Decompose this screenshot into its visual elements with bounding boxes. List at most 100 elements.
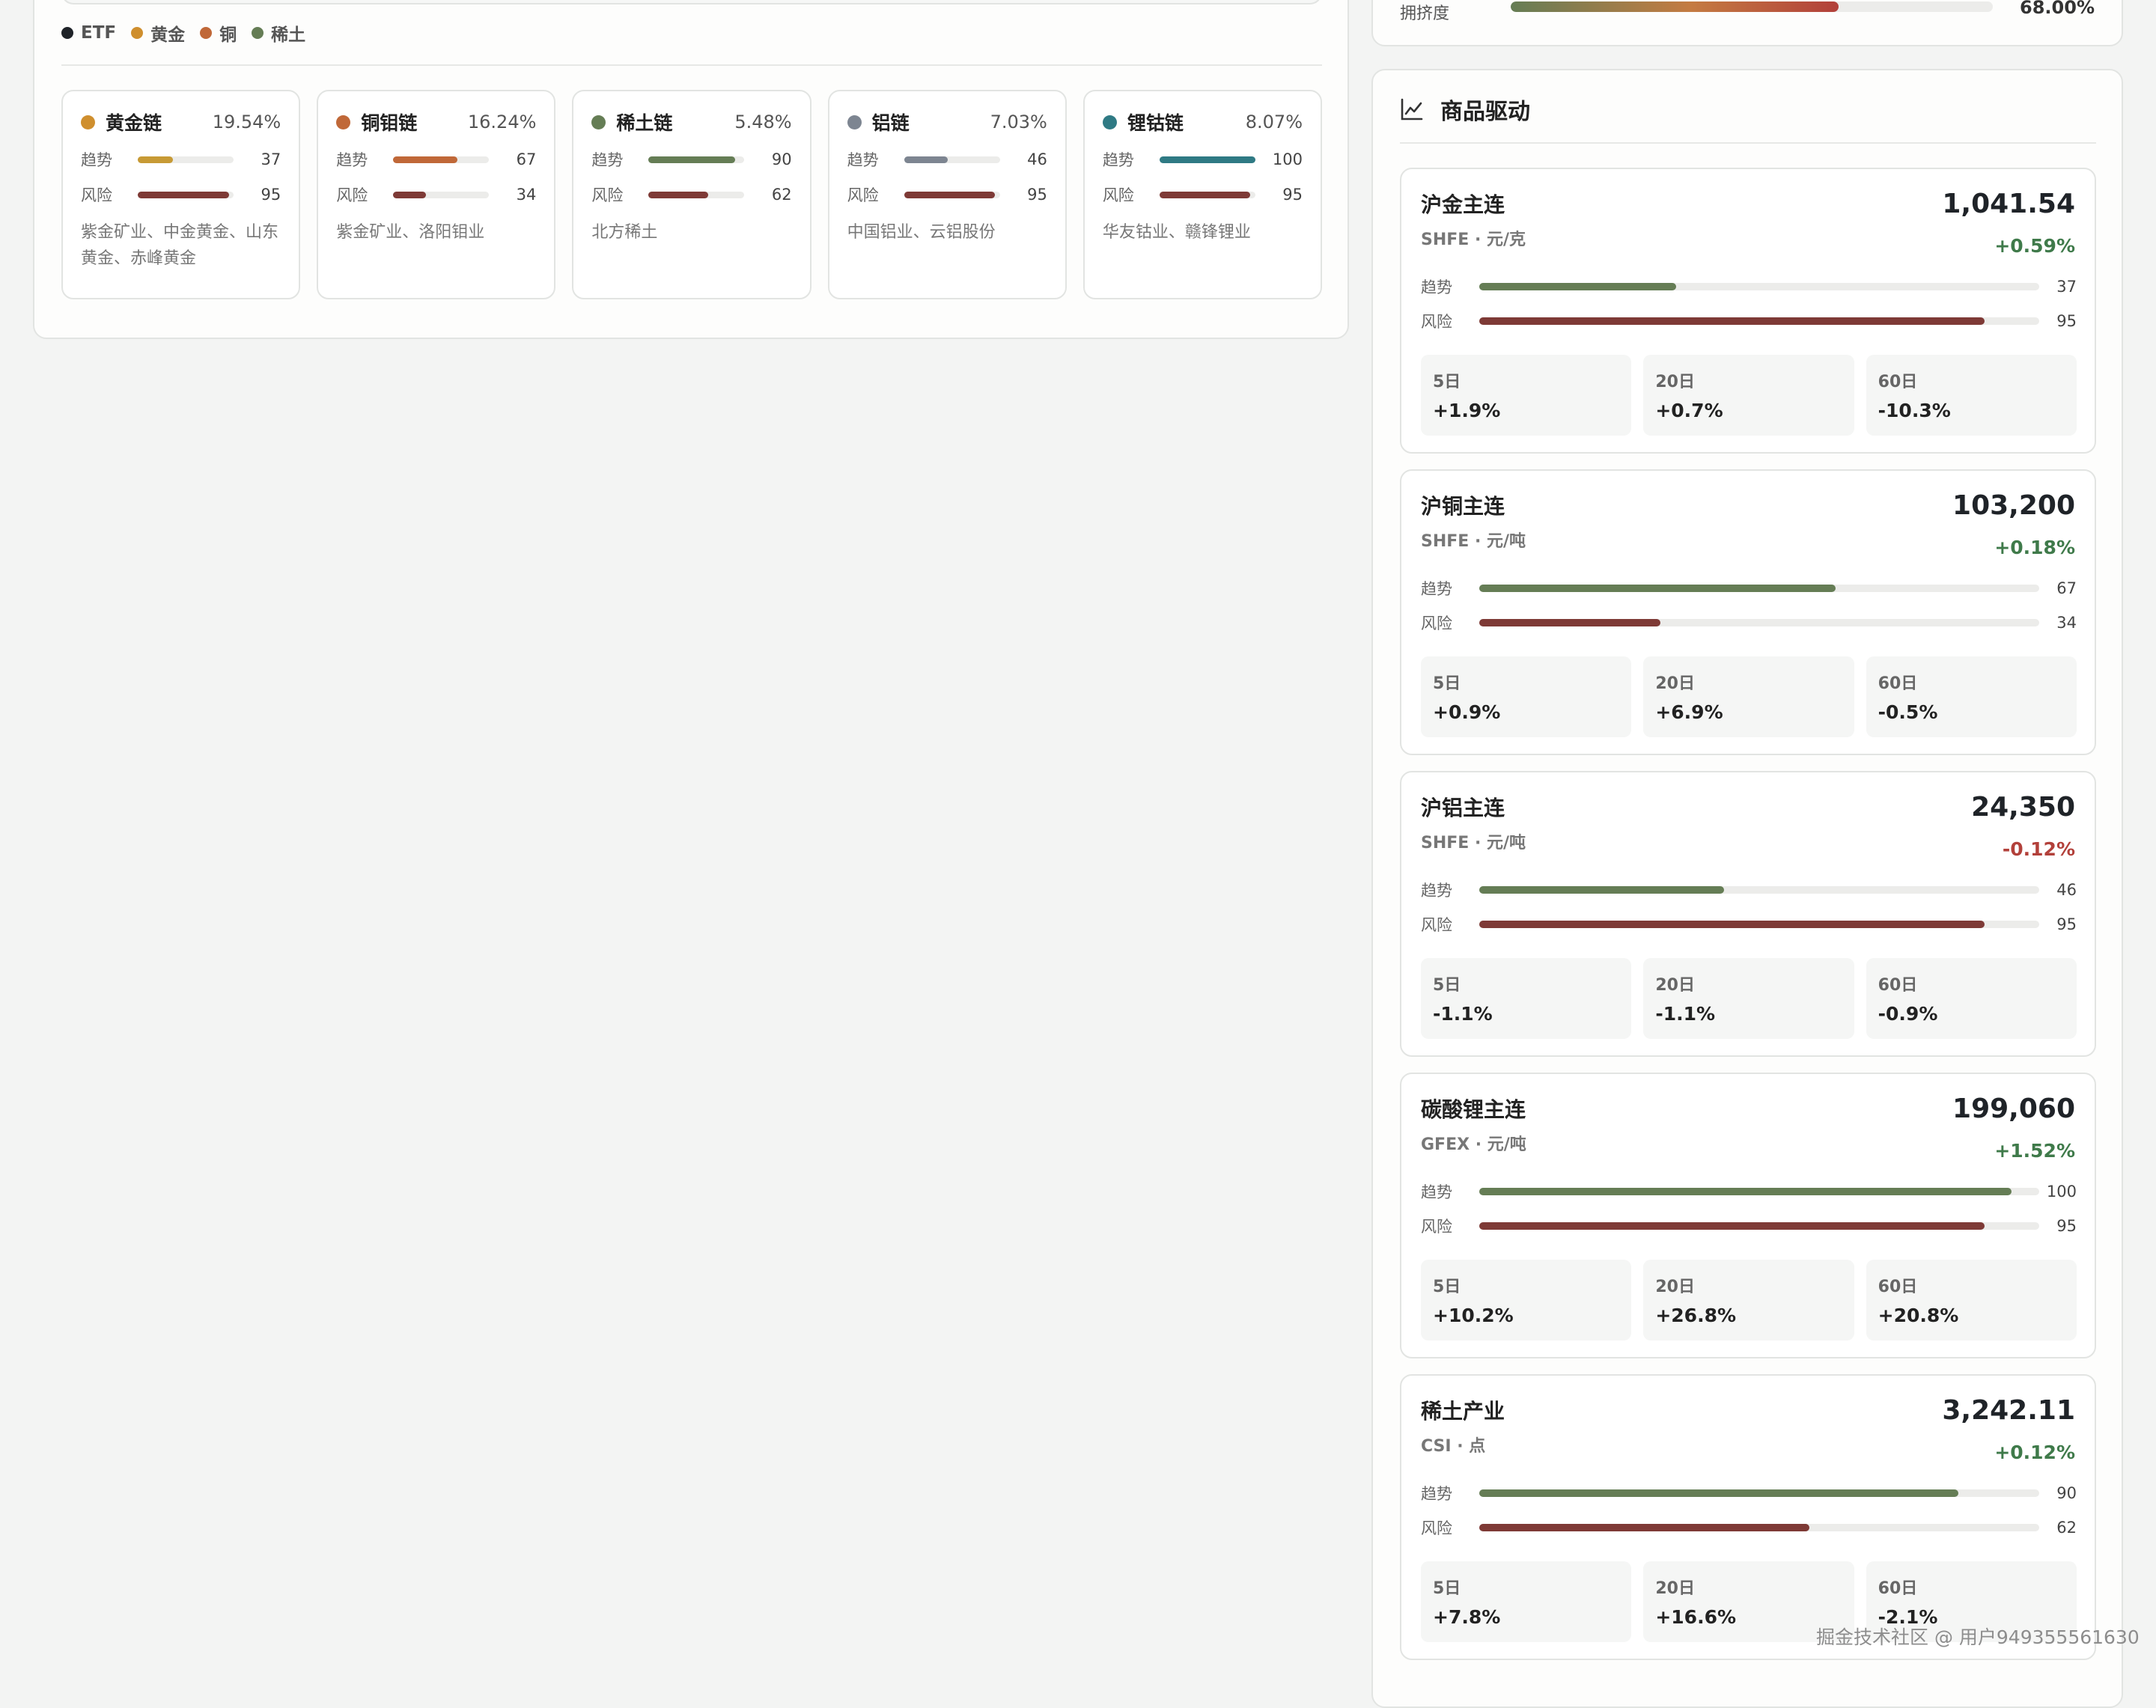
risk-value: 34	[2056, 614, 2077, 632]
period-returns: 5日 +7.8% 20日 +16.6% 60日 -2.1%	[1421, 1561, 2077, 1642]
trend-bar-fill	[904, 156, 948, 163]
trend-row: 趋势 67	[1421, 579, 2077, 598]
risk-label: 风险	[81, 186, 112, 204]
trend-row: 趋势 67	[336, 150, 536, 169]
chain-name: 锂钴链	[1127, 112, 1184, 134]
risk-bar	[904, 191, 1000, 198]
period-label: 20日	[1655, 976, 1695, 995]
risk-bar-fill	[1479, 921, 1985, 928]
period-box: 60日 -10.3%	[1866, 355, 2077, 436]
commodity-name: 稀土产业	[1421, 1399, 1505, 1424]
risk-bar-fill	[648, 191, 708, 198]
risk-bar-fill	[393, 191, 426, 198]
trend-bar	[1479, 1188, 2039, 1195]
risk-bar-fill	[1479, 619, 1660, 626]
chain-card[interactable]: 铜钼链 16.24% 趋势 67 风险 34 紫金矿业、洛阳钼业	[317, 90, 556, 299]
period-label: 20日	[1655, 674, 1695, 693]
period-value: -1.1%	[1433, 1003, 1493, 1025]
trend-bar	[393, 156, 490, 163]
chain-stocks: 紫金矿业、洛阳钼业	[336, 223, 485, 242]
trend-bar	[1479, 585, 2039, 592]
risk-label: 风险	[1421, 1519, 1452, 1537]
period-value: +26.8%	[1655, 1305, 1737, 1326]
period-box: 60日 -0.5%	[1866, 656, 2077, 737]
period-box: 5日 +7.8%	[1421, 1561, 1632, 1642]
commodity-card[interactable]: 沪金主连 SHFE · 元/克 1,041.54 +0.59% 趋势 37 风险 95 5日 +1…	[1400, 168, 2096, 454]
period-box: 20日 -1.1%	[1643, 958, 1854, 1039]
chain-weight: 16.24%	[467, 112, 537, 132]
chain-dot	[847, 115, 862, 129]
crowding-bar-fill	[1511, 1, 1839, 12]
trend-row: 趋势 37	[81, 150, 281, 169]
commodity-price: 1,041.54	[1942, 189, 2075, 219]
risk-bar	[138, 191, 234, 198]
commodity-card[interactable]: 沪铝主连 SHFE · 元/吨 24,350 -0.12% 趋势 46 风险 95 5日 -1.1…	[1400, 771, 2096, 1057]
risk-row: 风险 95	[81, 185, 281, 204]
period-box: 60日 -2.1%	[1866, 1561, 2077, 1642]
trend-label: 趋势	[1421, 1485, 1452, 1503]
trend-row: 趋势 46	[847, 150, 1047, 169]
chain-card[interactable]: 锂钴链 8.07% 趋势 100 风险 95 华友钴业、赣锋锂业	[1082, 90, 1323, 299]
risk-bar	[1479, 1222, 2039, 1230]
trend-label: 趋势	[847, 151, 879, 169]
chain-panel: ETF 黄金 铜 稀土 黄金链 19.54% 趋势 37 风险 95 紫金矿业、中金黄金、山东黄金…	[33, 0, 1349, 339]
chain-name: 铜钼链	[361, 112, 418, 134]
risk-row: 风险 62	[1421, 1518, 2077, 1537]
chain-card[interactable]: 铝链 7.03% 趋势 46 风险 95 中国铝业、云铝股份	[827, 90, 1067, 299]
trend-bar-fill	[648, 156, 735, 163]
chain-cards: 黄金链 19.54% 趋势 37 风险 95 紫金矿业、中金黄金、山东黄金、赤峰黄金 铜钼链 1…	[61, 90, 1323, 299]
period-label: 60日	[1878, 1579, 1918, 1598]
trend-bar	[1479, 283, 2039, 290]
trend-row: 趋势 37	[1421, 277, 2077, 296]
period-returns: 5日 -1.1% 20日 -1.1% 60日 -0.9%	[1421, 958, 2077, 1039]
commodity-exchange-unit: CSI · 点	[1421, 1437, 1486, 1456]
trend-label: 趋势	[1421, 882, 1452, 900]
risk-value: 95	[2056, 915, 2077, 933]
commodity-exchange-unit: SHFE · 元/吨	[1421, 834, 1526, 853]
trend-row: 趋势 90	[1421, 1483, 2077, 1503]
trend-bar-fill	[393, 156, 457, 163]
trend-bar-fill	[1479, 1489, 1958, 1497]
period-label: 20日	[1655, 373, 1695, 391]
chain-stocks: 华友钴业、赣锋锂业	[1102, 223, 1251, 242]
trend-value: 100	[2046, 1183, 2077, 1201]
period-box: 5日 -1.1%	[1421, 958, 1632, 1039]
legend-item: ETF	[61, 23, 116, 43]
trend-bar-fill	[1159, 156, 1255, 163]
commodity-price: 24,350	[1971, 792, 2075, 823]
risk-value: 62	[2056, 1519, 2077, 1537]
chart-area	[61, 0, 1322, 4]
trend-label: 趋势	[1421, 580, 1452, 598]
period-label: 5日	[1433, 1579, 1461, 1598]
period-value: -2.1%	[1878, 1606, 1938, 1628]
chain-weight: 7.03%	[990, 112, 1047, 132]
period-box: 20日 +0.7%	[1643, 355, 1854, 436]
commodity-change: +1.52%	[1994, 1140, 2075, 1162]
chain-card[interactable]: 稀土链 5.48% 趋势 90 风险 62 北方稀土	[572, 90, 811, 299]
commodity-price: 103,200	[1952, 490, 2075, 521]
trend-bar	[1479, 886, 2039, 894]
commodity-list: 沪金主连 SHFE · 元/克 1,041.54 +0.59% 趋势 37 风险 95 5日 +1…	[1400, 168, 2096, 1676]
trend-row: 趋势 90	[591, 150, 791, 169]
risk-row: 风险 95	[1421, 915, 2077, 934]
risk-bar-fill	[1479, 317, 1985, 325]
chain-card[interactable]: 黄金链 19.54% 趋势 37 风险 95 紫金矿业、中金黄金、山东黄金、赤峰黄金	[61, 90, 301, 299]
risk-value: 95	[1027, 186, 1047, 204]
legend-item: 铜	[200, 20, 237, 46]
commodity-card[interactable]: 碳酸锂主连 GFEX · 元/吨 199,060 +1.52% 趋势 100 风险 95 5日 +…	[1400, 1073, 2096, 1358]
period-value: -0.9%	[1878, 1003, 1938, 1025]
panel-title: 商品驱动	[1440, 99, 1530, 125]
panel-header: 商品驱动	[1400, 94, 1530, 125]
trend-value: 90	[771, 150, 792, 168]
chain-header: 铝链 7.03%	[847, 109, 1047, 135]
commodity-card[interactable]: 稀土产业 CSI · 点 3,242.11 +0.12% 趋势 90 风险 62 5日 +7.8%…	[1400, 1374, 2096, 1660]
risk-value: 62	[771, 186, 792, 204]
period-returns: 5日 +10.2% 20日 +26.8% 60日 +20.8%	[1421, 1260, 2077, 1341]
watermark: 掘金技术社区 @ 用户949355561630	[1816, 1626, 2140, 1648]
period-box: 20日 +26.8%	[1643, 1260, 1854, 1341]
risk-bar	[393, 191, 490, 198]
commodity-card[interactable]: 沪铜主连 SHFE · 元/吨 103,200 +0.18% 趋势 67 风险 34 5日 +0.…	[1400, 469, 2096, 755]
period-box: 60日 -0.9%	[1866, 958, 2077, 1039]
legend-dot	[131, 27, 144, 39]
period-value: -10.3%	[1878, 400, 1951, 421]
